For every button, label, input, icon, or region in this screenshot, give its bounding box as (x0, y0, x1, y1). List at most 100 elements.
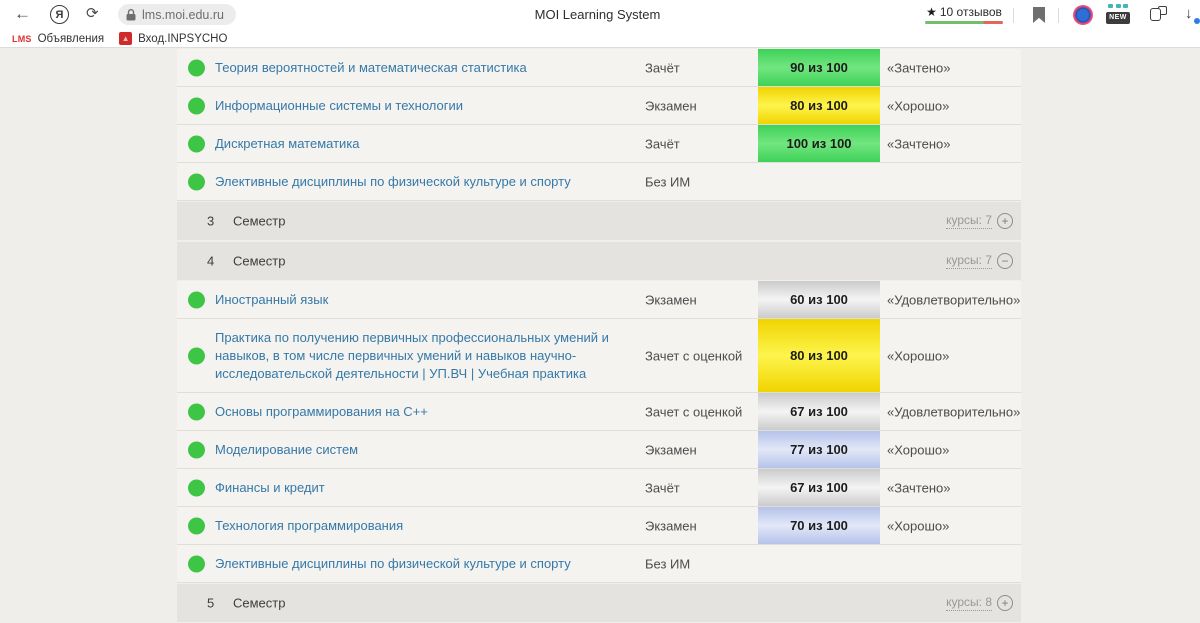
course-link[interactable]: Теория вероятностей и математическая ста… (215, 59, 527, 75)
toolbar-divider (1058, 8, 1059, 23)
course-row: Элективные дисциплины по физической куль… (177, 163, 1021, 201)
course-link[interactable]: Моделирование систем (215, 441, 359, 457)
semester-controls: курсы: 8 + (946, 595, 1013, 611)
toolbar-divider (1013, 8, 1014, 23)
course-row: Иностранный язык Экзамен 60 из 100 «Удовлет… (177, 281, 1021, 319)
score-badge: 70 из 100 (758, 507, 880, 544)
status-dot-icon (188, 479, 205, 496)
grade-label: «Удовлетворительно» (887, 404, 1021, 419)
inpsycho-favicon: ▲ (119, 32, 133, 45)
status-dot-icon (188, 135, 205, 152)
new-icon-marks (1106, 4, 1130, 11)
grades-table: Теория вероятностей и математическая ста… (177, 49, 1021, 623)
reviews-count: 10 отзывов (939, 5, 1002, 19)
grade-label: «Хорошо» (887, 98, 950, 113)
semester-number: 3 (207, 213, 215, 229)
course-link[interactable]: Информационные системы и технологии (215, 97, 463, 113)
expand-icon[interactable]: + (997, 213, 1013, 229)
semester-number: 4 (207, 253, 215, 269)
semester-controls: курсы: 7 + (946, 213, 1013, 229)
extensions-icon[interactable] (1150, 6, 1168, 23)
courses-count-link[interactable]: курсы: 8 (946, 595, 992, 611)
courses-count-link[interactable]: курсы: 7 (946, 213, 992, 229)
status-dot-icon (188, 517, 205, 534)
status-dot-icon (188, 173, 205, 190)
download-notification-dot (1194, 18, 1200, 24)
semester-label: Семестр (233, 253, 286, 269)
courses-count-link[interactable]: курсы: 7 (946, 253, 992, 269)
exam-type-label: Зачёт (645, 480, 680, 495)
semester-header-row[interactable]: 3 Семестр курсы: 7 + (177, 201, 1021, 241)
back-icon[interactable]: ← (14, 4, 31, 23)
course-row: Технология программирования Экзамен 70 из … (177, 507, 1021, 545)
new-badge-label: NEW (1106, 12, 1130, 24)
yandex-browser-icon[interactable]: Я (50, 5, 69, 24)
course-link[interactable]: Дискретная математика (215, 135, 360, 151)
star-icon: ★ (926, 5, 937, 19)
status-dot-icon (188, 59, 205, 76)
browser-toolbar: ← Я ⟳ lms.moi.edu.ru MOI Learning System… (0, 0, 1200, 30)
grade-label: «Хорошо» (887, 518, 950, 533)
bookmark-inpsycho-login[interactable]: ▲ Вход.INPSYCHO (115, 32, 231, 45)
course-row: Финансы и кредит Зачёт 67 из 100 «Зачтено» (177, 469, 1021, 507)
status-dot-icon (188, 347, 205, 364)
bookmarks-bar: LMS Объявления ▲ Вход.INPSYCHO (0, 30, 1200, 48)
course-row: Моделирование систем Экзамен 77 из 100 «Хор… (177, 431, 1021, 469)
collapse-icon[interactable]: − (997, 253, 1013, 269)
page-title: MOI Learning System (534, 7, 661, 22)
score-badge: 80 из 100 (758, 319, 880, 392)
semester-label: Семестр (233, 595, 286, 611)
lms-page: Теория вероятностей и математическая ста… (0, 49, 1200, 623)
score-badge: 67 из 100 (758, 469, 880, 506)
expand-icon[interactable]: + (997, 595, 1013, 611)
refresh-icon[interactable]: ⟳ (86, 5, 99, 22)
grade-label: «Зачтено» (887, 60, 951, 75)
course-link[interactable]: Элективные дисциплины по физической куль… (215, 555, 571, 571)
score-badge: 80 из 100 (758, 87, 880, 124)
status-dot-icon (188, 441, 205, 458)
exam-type-label: Без ИМ (645, 174, 691, 189)
lms-favicon: LMS (12, 33, 32, 44)
course-row: Дискретная математика Зачёт 100 из 100 «Зач… (177, 125, 1021, 163)
downloads-icon[interactable]: ↓ (1185, 5, 1200, 24)
semester-number: 5 (207, 595, 215, 611)
score-badge: 100 из 100 (758, 125, 880, 162)
score-badge: 67 из 100 (758, 393, 880, 430)
course-link[interactable]: Технология программирования (215, 517, 404, 533)
status-dot-icon (188, 291, 205, 308)
exam-type-label: Экзамен (645, 518, 697, 533)
url-text: lms.moi.edu.ru (142, 7, 224, 22)
semester-label: Семестр (233, 213, 286, 229)
score-badge: 90 из 100 (758, 49, 880, 86)
course-link[interactable]: Основы программирования на C++ (215, 403, 428, 419)
new-feature-icon[interactable]: NEW (1106, 4, 1130, 25)
grade-label: «Хорошо» (887, 348, 950, 363)
exam-type-label: Зачёт (645, 60, 680, 75)
status-dot-icon (188, 403, 205, 420)
grade-label: «Зачтено» (887, 480, 951, 495)
score-badge: 60 из 100 (758, 281, 880, 318)
grade-label: «Зачтено» (887, 136, 951, 151)
bookmark-announcements[interactable]: LMS Объявления (12, 32, 105, 45)
exam-type-label: Экзамен (645, 442, 697, 457)
course-link[interactable]: Практика по получению первичных професси… (215, 329, 609, 381)
semester-controls: курсы: 7− (946, 253, 1013, 269)
course-link[interactable]: Элективные дисциплины по физической куль… (215, 173, 571, 189)
course-link[interactable]: Финансы и кредит (215, 479, 325, 495)
extension-orb-icon[interactable] (1073, 5, 1093, 25)
course-link[interactable]: Иностранный язык (215, 291, 329, 307)
semester-header-row[interactable]: 5 Семестр курсы: 8 + (177, 583, 1021, 623)
grade-label: «Хорошо» (887, 442, 950, 457)
course-row: Основы программирования на C++ Зачет с оц… (177, 393, 1021, 431)
site-rating[interactable]: ★ 10 отзывов (925, 5, 1003, 24)
exam-type-label: Экзамен (645, 292, 697, 307)
exam-type-label: Зачет с оценкой (645, 404, 743, 419)
course-row: Информационные системы и технологии Экзам… (177, 87, 1021, 125)
score-badge: 77 из 100 (758, 431, 880, 468)
semester-header-row[interactable]: 4 Семестр курсы: 7− (177, 241, 1021, 281)
bookmark-flag-icon[interactable] (1033, 7, 1045, 23)
course-row: Практика по получению первичных професси… (177, 319, 1021, 393)
rating-bar (925, 21, 1003, 24)
address-bar[interactable]: lms.moi.edu.ru (118, 4, 236, 25)
exam-type-label: Зачет с оценкой (645, 348, 743, 363)
